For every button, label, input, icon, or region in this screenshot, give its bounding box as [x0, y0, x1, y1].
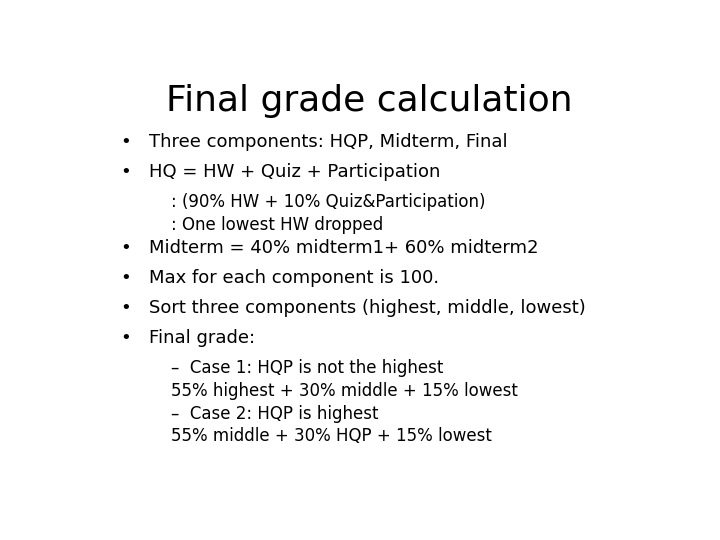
Text: –  Case 2: HQP is highest: – Case 2: HQP is highest	[171, 404, 379, 422]
Text: Final grade:: Final grade:	[148, 329, 255, 347]
Text: •: •	[121, 329, 132, 347]
Text: Sort three components (highest, middle, lowest): Sort three components (highest, middle, …	[148, 299, 585, 317]
Text: Midterm = 40% midterm1+ 60% midterm2: Midterm = 40% midterm1+ 60% midterm2	[148, 239, 538, 257]
Text: •: •	[121, 133, 132, 151]
Text: •: •	[121, 239, 132, 257]
Text: •: •	[121, 269, 132, 287]
Text: : One lowest HW dropped: : One lowest HW dropped	[171, 216, 383, 234]
Text: HQ = HW + Quiz + Participation: HQ = HW + Quiz + Participation	[148, 163, 440, 181]
Text: Three components: HQP, Midterm, Final: Three components: HQP, Midterm, Final	[148, 133, 507, 151]
Text: Final grade calculation: Final grade calculation	[166, 84, 572, 118]
Text: : (90% HW + 10% Quiz&Participation): : (90% HW + 10% Quiz&Participation)	[171, 193, 485, 211]
Text: •: •	[121, 163, 132, 181]
Text: 55% middle + 30% HQP + 15% lowest: 55% middle + 30% HQP + 15% lowest	[171, 427, 492, 446]
Text: •: •	[121, 299, 132, 317]
Text: Max for each component is 100.: Max for each component is 100.	[148, 269, 438, 287]
Text: 55% highest + 30% middle + 15% lowest: 55% highest + 30% middle + 15% lowest	[171, 382, 518, 400]
Text: –  Case 1: HQP is not the highest: – Case 1: HQP is not the highest	[171, 359, 444, 377]
